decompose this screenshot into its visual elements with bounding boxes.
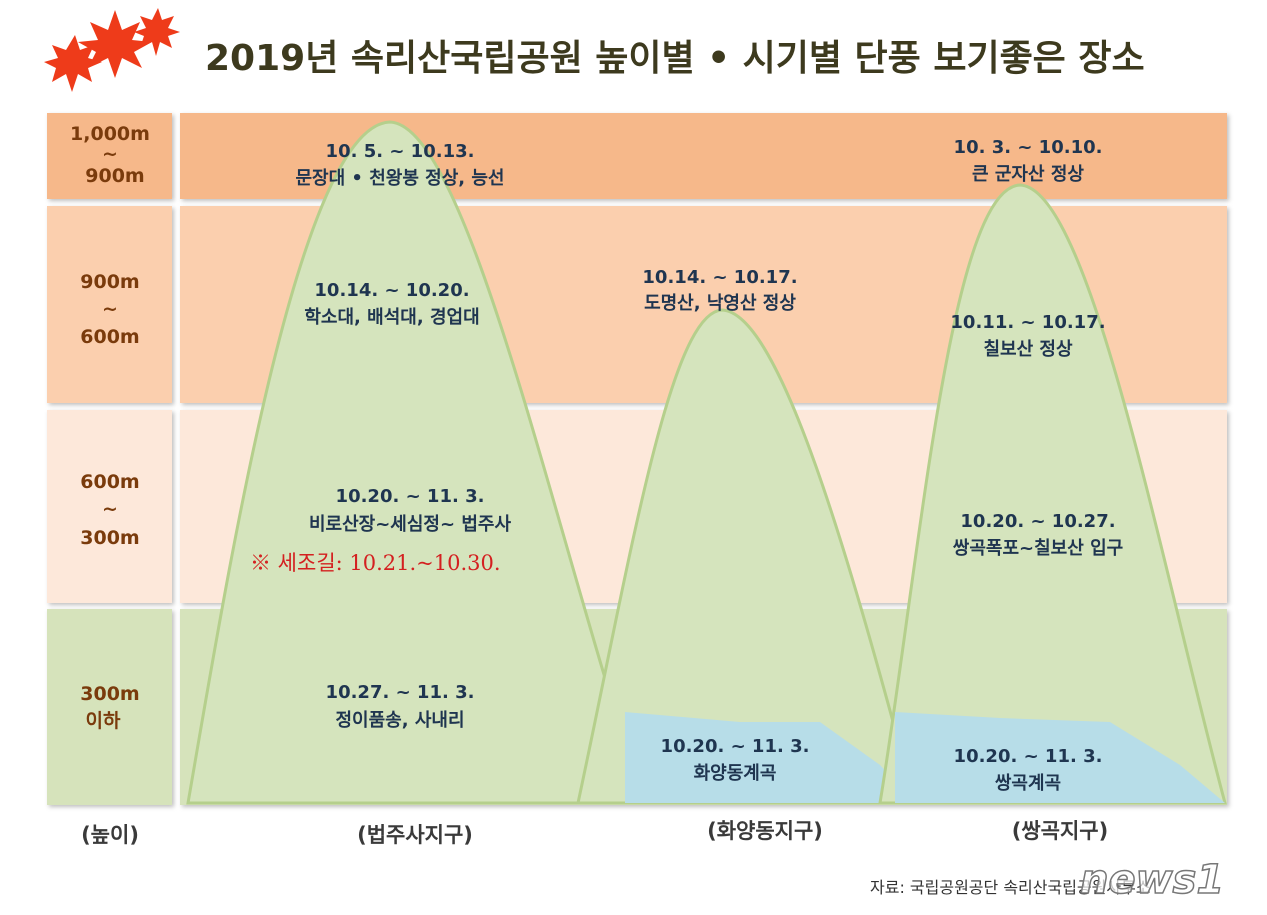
spot-place: 정이품송, 사내리 xyxy=(335,710,464,731)
spot-place: 칠보산 정상 xyxy=(983,339,1073,360)
height-label: 900m xyxy=(80,271,139,293)
spot-place: 큰 군자산 정상 xyxy=(972,164,1084,185)
spot-place: 쌍곡계곡 xyxy=(995,773,1061,794)
water-hwayang xyxy=(625,712,915,803)
district-label: (쌍곡지구) xyxy=(1012,819,1108,843)
height-label: 900m xyxy=(85,165,144,187)
spot-date: 10.14. ~ 10.20. xyxy=(314,280,469,301)
spot-date: 10.20. ~ 11. 3. xyxy=(954,746,1103,767)
sejogil-note: ※ 세조길: 10.21.~10.30. xyxy=(250,551,501,575)
spot-place: 비로산장~세심정~ 법주사 xyxy=(309,514,511,535)
height-band-4-label-bg xyxy=(47,609,172,805)
height-label: 300m xyxy=(80,527,139,549)
spot-date: 10.27. ~ 11. 3. xyxy=(326,682,475,703)
height-label: 이하 xyxy=(86,710,121,732)
mountain-ssanggok xyxy=(878,183,1227,805)
height-label: ~ xyxy=(102,498,118,520)
height-band-2-label-bg xyxy=(47,206,172,403)
spot-date: 10.11. ~ 10.17. xyxy=(950,312,1105,333)
spot-date: 10.14. ~ 10.17. xyxy=(642,267,797,288)
spot-place: 학소대, 배석대, 경업대 xyxy=(304,306,479,328)
news1-watermark: news1 xyxy=(1080,857,1224,903)
height-band-1-label-bg xyxy=(47,113,172,199)
spot-date: 10.20. ~ 11. 3. xyxy=(336,486,485,507)
height-label: 300m xyxy=(80,683,139,705)
maple-leaf-icon xyxy=(44,8,180,92)
spot-date: 10.20. ~ 11. 3. xyxy=(661,736,810,757)
mountain-hwayang xyxy=(576,308,917,805)
height-band-3-label-bg xyxy=(47,410,172,603)
spot-place: 화양동계곡 xyxy=(694,763,777,784)
height-label: 600m xyxy=(80,471,139,493)
spot-date: 10. 5. ~ 10.13. xyxy=(326,141,475,162)
page-title: 2019년 속리산국립공원 높이별 • 시기별 단풍 보기좋은 장소 xyxy=(205,38,1145,79)
height-label: 1,000m xyxy=(70,123,150,145)
spot-place: 도명산, 낙영산 정상 xyxy=(644,293,796,314)
district-label: (법주사지구) xyxy=(357,823,473,847)
spot-date: 10. 3. ~ 10.10. xyxy=(954,137,1103,158)
spot-date: 10.20. ~ 10.27. xyxy=(960,511,1115,532)
height-label: 600m xyxy=(80,326,139,348)
spot-place: 쌍곡폭포~칠보산 입구 xyxy=(953,537,1123,559)
height-label: ~ xyxy=(102,298,118,320)
source-note: 자료: 국립공원공단 속리산국립공원사무소 xyxy=(870,878,1151,897)
district-label: (화양동지구) xyxy=(707,819,823,843)
mountain-beopjusa xyxy=(186,120,648,805)
height-axis-label: (높이) xyxy=(81,823,139,847)
water-ssanggok xyxy=(895,712,1225,803)
spot-place: 문장대 • 천왕봉 정상, 능선 xyxy=(295,168,504,189)
height-label: ~ xyxy=(102,143,118,165)
